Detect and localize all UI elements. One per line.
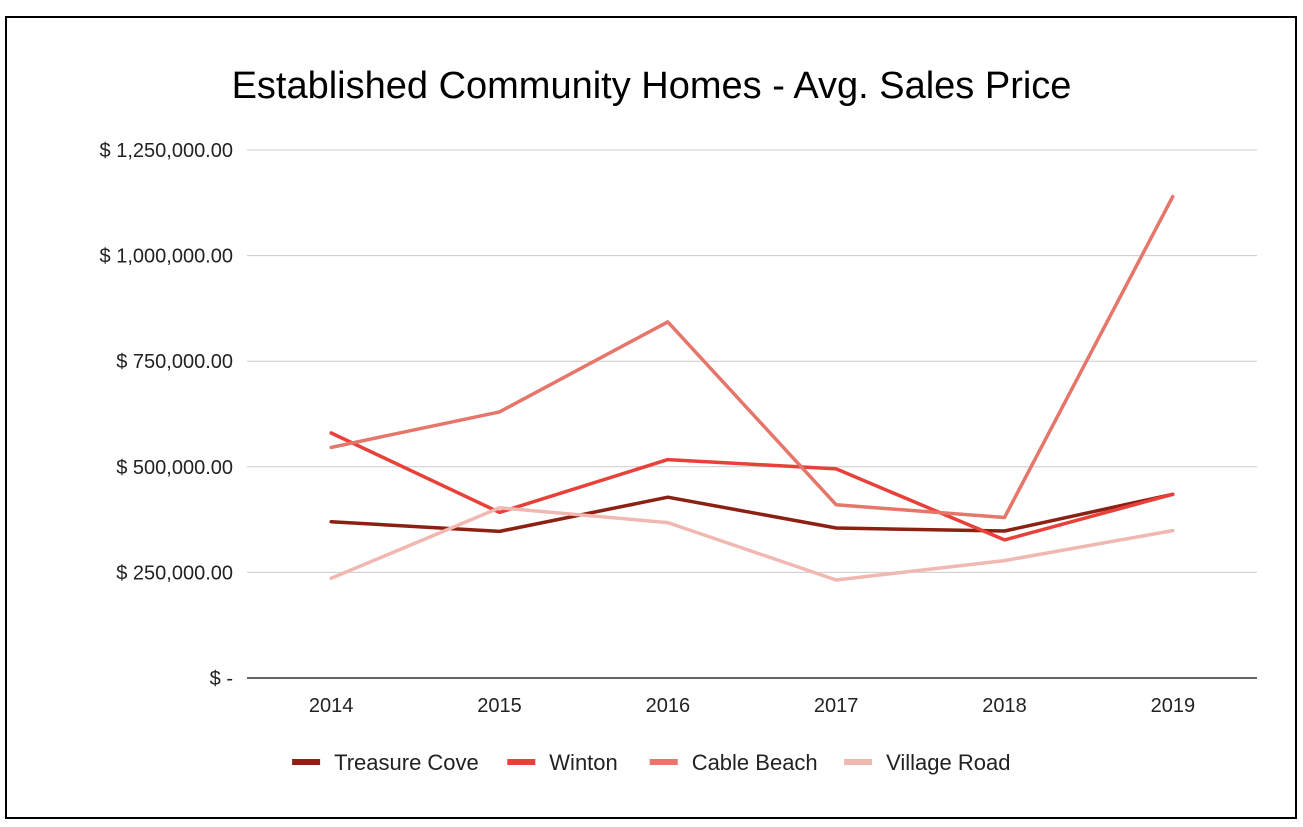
- x-tick-label: 2016: [646, 695, 691, 717]
- legend-label: Treasure Cove: [334, 750, 479, 775]
- chart-title: Established Community Homes - Avg. Sales…: [231, 65, 1072, 107]
- legend-label: Village Road: [886, 750, 1010, 775]
- legend-item-village-road: Village Road: [844, 750, 1010, 775]
- series-line-cable-beach: [329, 194, 1175, 520]
- y-tick-label: $ 500,000.00: [116, 457, 233, 479]
- legend: Treasure Cove Winton Cable Beach Village Ro…: [292, 750, 1010, 775]
- legend-item-cable-beach: Cable Beach: [649, 750, 818, 775]
- series-line-winton: [329, 431, 1175, 542]
- legend-label: Winton: [549, 750, 617, 775]
- x-tick-label: 2015: [477, 695, 522, 717]
- y-tick-label: $ 1,250,000.00: [100, 140, 233, 162]
- y-tick-label: $ 750,000.00: [116, 351, 233, 373]
- y-tick-label: $ 250,000.00: [116, 562, 233, 584]
- x-tick-label: 2017: [814, 695, 859, 717]
- y-tick-label: $ 1,000,000.00: [100, 246, 233, 268]
- x-axis-ticks: 2014 2015 2016 2017 2018 2019: [309, 695, 1195, 717]
- gridlines: [247, 149, 1257, 679]
- y-axis-ticks: $ - $ 250,000.00 $ 500,000.00 $ 750,000.00 $…: [100, 140, 233, 690]
- legend-item-winton: Winton: [507, 750, 618, 775]
- series-line-treasure-cove: [329, 492, 1175, 534]
- series-line-village-road: [329, 506, 1175, 582]
- x-tick-label: 2019: [1151, 695, 1196, 717]
- series-lines: [329, 194, 1175, 582]
- x-tick-label: 2018: [982, 695, 1027, 717]
- legend-item-treasure-cove: Treasure Cove: [292, 750, 479, 775]
- x-tick-label: 2014: [309, 695, 354, 717]
- legend-label: Cable Beach: [692, 750, 818, 775]
- y-tick-label: $ -: [210, 668, 233, 690]
